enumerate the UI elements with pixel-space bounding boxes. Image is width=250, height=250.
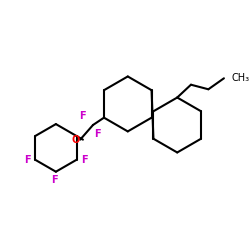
Text: F: F: [24, 155, 30, 165]
Text: F: F: [94, 129, 101, 139]
Text: F: F: [51, 175, 57, 185]
Text: F: F: [79, 111, 85, 121]
Text: CH₃: CH₃: [231, 73, 250, 83]
Text: F: F: [82, 155, 88, 165]
Text: O: O: [72, 135, 80, 145]
